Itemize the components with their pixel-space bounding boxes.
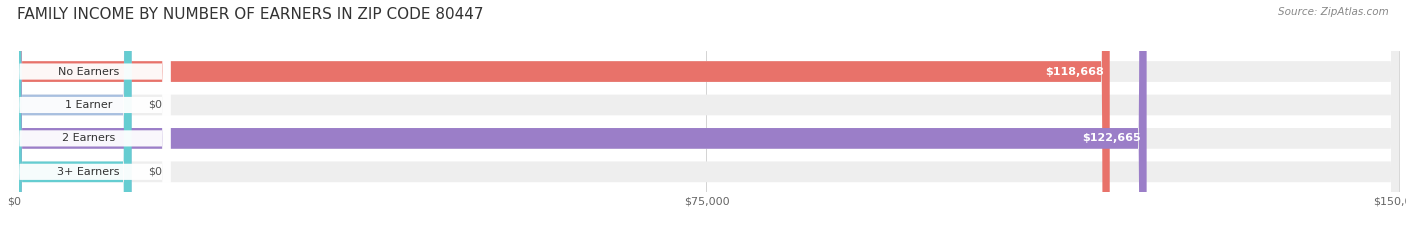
FancyBboxPatch shape [11, 0, 170, 234]
FancyBboxPatch shape [14, 91, 1399, 118]
FancyBboxPatch shape [14, 0, 1399, 234]
FancyBboxPatch shape [14, 0, 1109, 234]
FancyBboxPatch shape [14, 0, 1399, 234]
FancyBboxPatch shape [14, 0, 132, 234]
FancyBboxPatch shape [11, 0, 170, 234]
FancyBboxPatch shape [14, 0, 1399, 234]
FancyBboxPatch shape [11, 0, 170, 234]
FancyBboxPatch shape [14, 0, 132, 234]
Text: $122,665: $122,665 [1083, 133, 1142, 143]
FancyBboxPatch shape [14, 158, 1399, 185]
Text: 1 Earner: 1 Earner [65, 100, 112, 110]
Text: 2 Earners: 2 Earners [62, 133, 115, 143]
FancyBboxPatch shape [14, 0, 1399, 234]
Text: 3+ Earners: 3+ Earners [58, 167, 120, 177]
FancyBboxPatch shape [14, 58, 1399, 85]
Text: No Earners: No Earners [58, 66, 120, 77]
Text: FAMILY INCOME BY NUMBER OF EARNERS IN ZIP CODE 80447: FAMILY INCOME BY NUMBER OF EARNERS IN ZI… [17, 7, 484, 22]
FancyBboxPatch shape [14, 125, 1399, 152]
Text: $118,668: $118,668 [1046, 66, 1104, 77]
Text: $0: $0 [148, 100, 162, 110]
FancyBboxPatch shape [11, 0, 170, 234]
FancyBboxPatch shape [14, 0, 1147, 234]
Text: $0: $0 [148, 167, 162, 177]
Text: Source: ZipAtlas.com: Source: ZipAtlas.com [1278, 7, 1389, 17]
